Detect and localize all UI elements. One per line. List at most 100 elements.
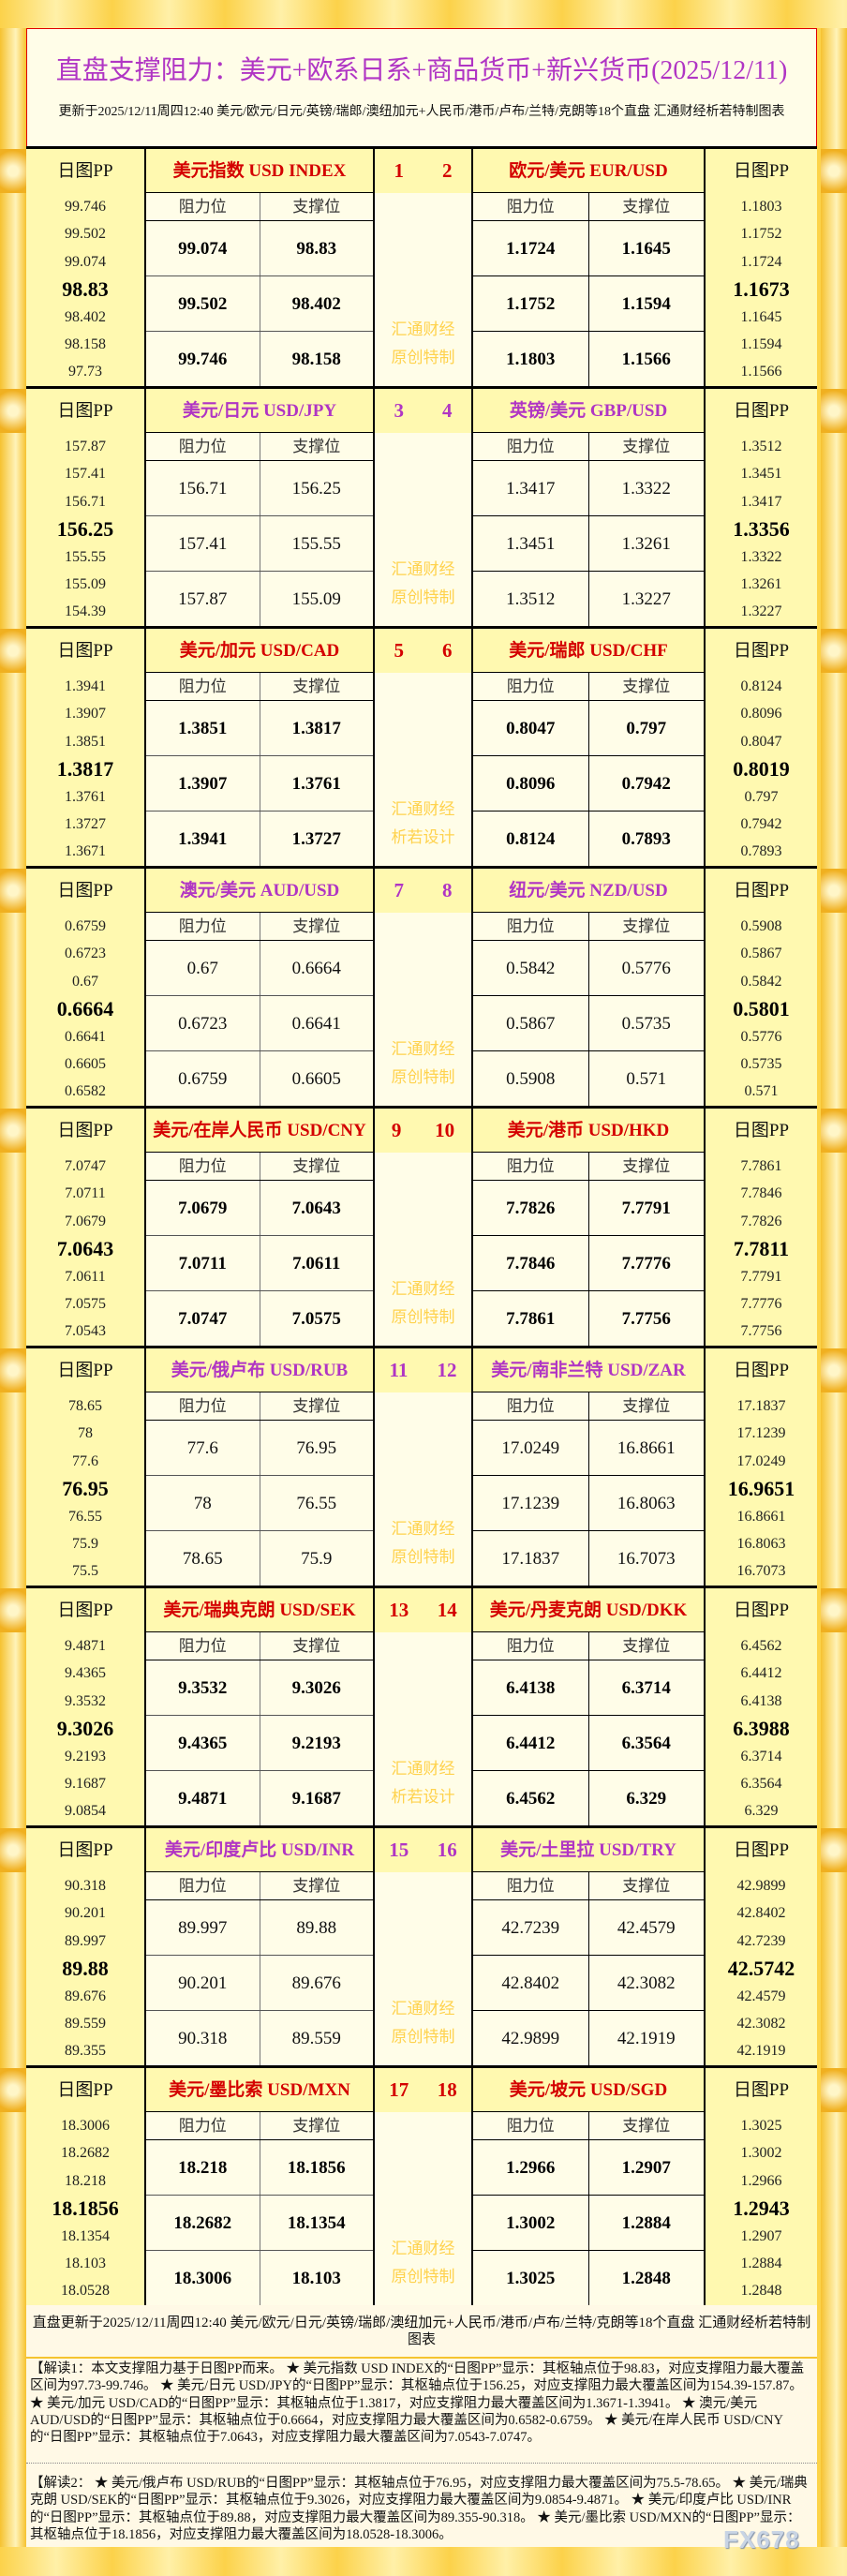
interpretation-2: 【解读2： ★ 美元/俄卢布 USD/RUB的“日图PP”显示：其枢轴点位于76… (26, 2464, 817, 2547)
pivot-level-value: 0.7893 (740, 843, 782, 860)
resistance-value: 9.3532 (178, 1678, 228, 1698)
resistance-value: 18.218 (178, 2158, 228, 2178)
level-row: 78 76.55 (146, 1476, 373, 1531)
pivot-level-value: 89.559 (65, 2015, 106, 2032)
support-header: 支撑位 (587, 913, 705, 940)
currency-pair-title: 美元/日元 USD/JPY (146, 389, 373, 433)
pivot-level-value: 1.3322 (740, 548, 782, 565)
watermark-text: 析若设计 (391, 1788, 455, 1806)
level-row: 99.502 98.402 (146, 276, 373, 332)
border-ornament (0, 389, 26, 433)
support-header: 支撑位 (587, 1153, 705, 1180)
resistance-value: 6.4138 (506, 1678, 556, 1698)
pivot-level-value: 75.5 (72, 1563, 98, 1580)
pivot-point-value: 1.3356 (733, 517, 790, 542)
resistance-value: 1.1803 (506, 350, 556, 369)
pivot-points-column: 日图PP 6.4562 6.4412 6.4138 6.3988 6.3714 6.3564… (704, 1588, 817, 1825)
column-header-row: 阻力位 支撑位 (473, 1632, 704, 1660)
pair-number-right: 8 (442, 879, 453, 901)
pair-number-left: 9 (391, 1119, 402, 1141)
level-row: 0.67 0.6664 (146, 941, 373, 996)
currency-pair-title: 纽元/美元 NZD/USD (473, 869, 704, 913)
pivot-level-value: 42.8402 (736, 1905, 786, 1922)
column-header-row: 阻力位 支撑位 (146, 193, 373, 221)
pivot-level-value: 0.5842 (740, 973, 782, 990)
level-row: 1.1724 1.1645 (473, 221, 704, 276)
pair-block: 日图PP 157.87 157.41 156.71 156.25 155.55 155.09… (26, 386, 817, 627)
resistance-value: 78 (193, 1494, 212, 1513)
border-ornament (0, 1828, 26, 1872)
level-row: 99.074 98.83 (146, 221, 373, 276)
support-value: 75.9 (259, 1531, 374, 1586)
pivot-level-value: 89.355 (65, 2043, 106, 2060)
border-ornament (821, 1828, 847, 1872)
support-value: 7.7776 (587, 1236, 705, 1290)
pivot-level-value: 89.676 (65, 1988, 106, 2004)
border-ornament (821, 629, 847, 673)
resistance-value: 7.0711 (178, 1254, 227, 1273)
column-header-row: 阻力位 支撑位 (146, 1392, 373, 1421)
pivot-point-value: 1.3817 (56, 757, 114, 782)
level-row: 7.0711 7.0611 (146, 1236, 373, 1291)
pivot-level-value: 1.3671 (65, 843, 106, 860)
pair-block: 日图PP 90.318 90.201 89.997 89.88 89.676 89.559 8… (26, 1825, 817, 2066)
pivot-point-value: 98.83 (62, 277, 109, 302)
support-header: 支撑位 (587, 2112, 705, 2139)
currency-pair-table: 美元/加元 USD/CAD 阻力位 支撑位 1.3851 1.3817 1.3907 1.3… (146, 629, 373, 867)
support-value: 1.2907 (587, 2140, 705, 2195)
resistance-value: 156.71 (178, 479, 228, 499)
pair-block: 日图PP 99.746 99.502 99.074 98.83 98.402 98.158 9… (26, 146, 817, 387)
level-row: 0.6759 0.6605 (146, 1051, 373, 1107)
currency-pair-table: 美元/瑞郎 USD/CHF 阻力位 支撑位 0.8047 0.797 0.8096 0.79… (473, 629, 704, 867)
pivot-point-value: 1.1673 (733, 277, 790, 302)
pivot-level-value: 9.0854 (65, 1803, 106, 1820)
currency-pair-title: 美元指数 USD INDEX (146, 149, 373, 193)
level-row: 78.65 75.9 (146, 1531, 373, 1586)
pivot-level-value: 1.3002 (740, 2145, 782, 2162)
pivot-point-value: 76.95 (62, 1477, 109, 1501)
pivot-points-header: 日图PP (57, 2080, 113, 2100)
pivot-level-value: 156.71 (65, 493, 106, 510)
pivot-level-value: 9.4365 (65, 1665, 106, 1682)
pivot-level-value: 1.1566 (740, 364, 782, 380)
pivot-level-value: 9.3532 (65, 1692, 106, 1709)
resistance-value: 0.5842 (506, 959, 556, 978)
level-row: 77.6 76.95 (146, 1421, 373, 1476)
pivot-points-header: 日图PP (57, 161, 113, 181)
watermark-text: 汇通财经 (391, 1520, 455, 1538)
pivot-level-value: 42.1919 (736, 2043, 786, 2060)
pivot-level-value: 42.3082 (736, 2015, 786, 2032)
pivot-level-value: 1.3941 (65, 678, 106, 694)
resistance-value: 1.1752 (506, 294, 556, 314)
watermark-text: 汇通财经 (391, 2240, 455, 2257)
resistance-value: 7.7846 (506, 1254, 556, 1273)
pivot-level-value: 1.3512 (740, 439, 782, 454)
currency-pair-title: 美元/南非兰特 USD/ZAR (473, 1348, 704, 1392)
pivot-level-value: 17.1837 (736, 1398, 786, 1414)
pivot-level-value: 18.218 (65, 2172, 106, 2189)
pivot-point-value: 0.5801 (733, 997, 790, 1021)
pivot-level-value: 0.8124 (740, 678, 782, 694)
border-ornament (821, 389, 847, 433)
level-row: 1.3851 1.3817 (146, 701, 373, 756)
pivot-points-header: 日图PP (57, 1601, 113, 1620)
pivot-level-value: 0.6605 (65, 1055, 106, 1072)
pivot-level-value: 90.318 (65, 1878, 106, 1894)
pivot-table: 日图PP 99.746 99.502 99.074 98.83 98.402 98.158 9… (26, 146, 817, 2306)
pair-number-right: 14 (437, 1599, 457, 1621)
pivot-points-column: 日图PP 1.3941 1.3907 1.3851 1.3817 1.3761 1.3727… (26, 629, 146, 866)
currency-pair-title: 美元/墨比索 USD/MXN (146, 2068, 373, 2112)
support-value: 155.55 (259, 516, 374, 571)
pair-number-column: 1 2 汇通财经 原创特制 (373, 149, 473, 386)
pivot-level-value: 1.3727 (65, 815, 106, 832)
support-value: 98.402 (259, 276, 374, 331)
pivot-level-value: 97.73 (68, 364, 102, 380)
watermark-text: 汇通财经 (391, 1040, 455, 1058)
pair-number-left: 11 (389, 1359, 409, 1381)
pair-number-right: 2 (442, 159, 453, 182)
resistance-value: 6.4412 (506, 1734, 556, 1753)
watermark-text: 析若设计 (391, 828, 455, 846)
resistance-value: 78.65 (182, 1549, 223, 1569)
support-value: 1.3261 (587, 516, 705, 571)
